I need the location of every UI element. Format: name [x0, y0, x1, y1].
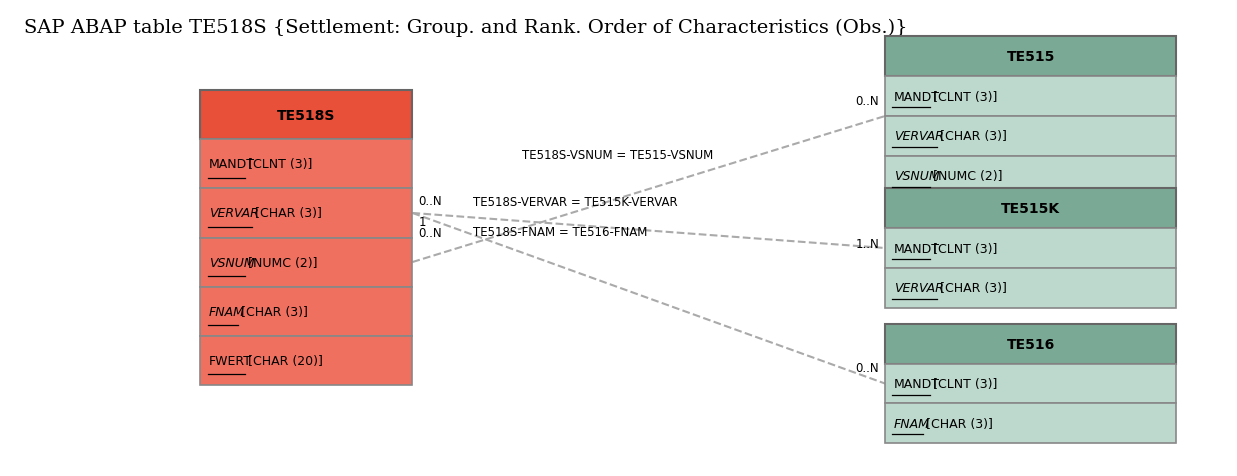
Text: VERVAR: VERVAR: [893, 130, 944, 143]
FancyBboxPatch shape: [200, 140, 412, 189]
Text: FWERT: FWERT: [209, 354, 252, 367]
Text: VERVAR: VERVAR: [893, 282, 944, 295]
Text: 0..N: 0..N: [856, 361, 880, 375]
FancyBboxPatch shape: [200, 287, 412, 336]
FancyBboxPatch shape: [886, 324, 1176, 364]
Text: [CHAR (3)]: [CHAR (3)]: [251, 207, 322, 220]
FancyBboxPatch shape: [886, 117, 1176, 157]
FancyBboxPatch shape: [886, 228, 1176, 268]
Text: 0..N: 0..N: [856, 94, 880, 108]
FancyBboxPatch shape: [200, 336, 412, 385]
Text: TE518S-VERVAR = TE515K-VERVAR: TE518S-VERVAR = TE515K-VERVAR: [473, 196, 678, 209]
Text: [CLNT (3)]: [CLNT (3)]: [929, 242, 997, 255]
Text: [NUMC (2)]: [NUMC (2)]: [244, 256, 318, 269]
Text: [CLNT (3)]: [CLNT (3)]: [929, 90, 997, 103]
FancyBboxPatch shape: [886, 404, 1176, 443]
Text: MANDT: MANDT: [209, 158, 255, 171]
Text: SAP ABAP table TE518S {Settlement: Group. and Rank. Order of Characteristics (Ob: SAP ABAP table TE518S {Settlement: Group…: [25, 19, 908, 37]
Text: 1: 1: [418, 216, 426, 229]
FancyBboxPatch shape: [886, 364, 1176, 404]
Text: [CLNT (3)]: [CLNT (3)]: [929, 377, 997, 390]
Text: VERVAR: VERVAR: [209, 207, 259, 220]
Text: [NUMC (2)]: [NUMC (2)]: [929, 170, 1002, 183]
Text: 0..N: 0..N: [418, 195, 442, 208]
Text: [CHAR (3)]: [CHAR (3)]: [922, 417, 992, 430]
FancyBboxPatch shape: [886, 77, 1176, 117]
Text: [CHAR (3)]: [CHAR (3)]: [936, 130, 1007, 143]
Text: FNAM: FNAM: [209, 305, 245, 318]
FancyBboxPatch shape: [886, 157, 1176, 196]
Text: TE515K: TE515K: [1001, 202, 1060, 216]
Text: VSNUM: VSNUM: [209, 256, 255, 269]
Text: TE518S: TE518S: [277, 109, 335, 122]
FancyBboxPatch shape: [886, 38, 1176, 77]
Text: [CHAR (20)]: [CHAR (20)]: [244, 354, 323, 367]
Text: TE518S-FNAM = TE516-FNAM: TE518S-FNAM = TE516-FNAM: [473, 225, 647, 238]
FancyBboxPatch shape: [200, 189, 412, 238]
Text: MANDT: MANDT: [893, 242, 940, 255]
FancyBboxPatch shape: [886, 268, 1176, 308]
Text: MANDT: MANDT: [893, 377, 940, 390]
Text: TE518S-VSNUM = TE515-VSNUM: TE518S-VSNUM = TE515-VSNUM: [522, 149, 713, 162]
Text: TE515: TE515: [1007, 50, 1055, 64]
Text: [CHAR (3)]: [CHAR (3)]: [236, 305, 308, 318]
Text: [CLNT (3)]: [CLNT (3)]: [244, 158, 312, 171]
Text: 0..N: 0..N: [418, 227, 442, 239]
Text: TE516: TE516: [1007, 337, 1055, 351]
Text: MANDT: MANDT: [893, 90, 940, 103]
Text: VSNUM: VSNUM: [893, 170, 939, 183]
FancyBboxPatch shape: [200, 91, 412, 140]
FancyBboxPatch shape: [200, 238, 412, 287]
Text: FNAM: FNAM: [893, 417, 929, 430]
FancyBboxPatch shape: [886, 189, 1176, 228]
Text: [CHAR (3)]: [CHAR (3)]: [936, 282, 1007, 295]
Text: 1..N: 1..N: [856, 238, 880, 250]
